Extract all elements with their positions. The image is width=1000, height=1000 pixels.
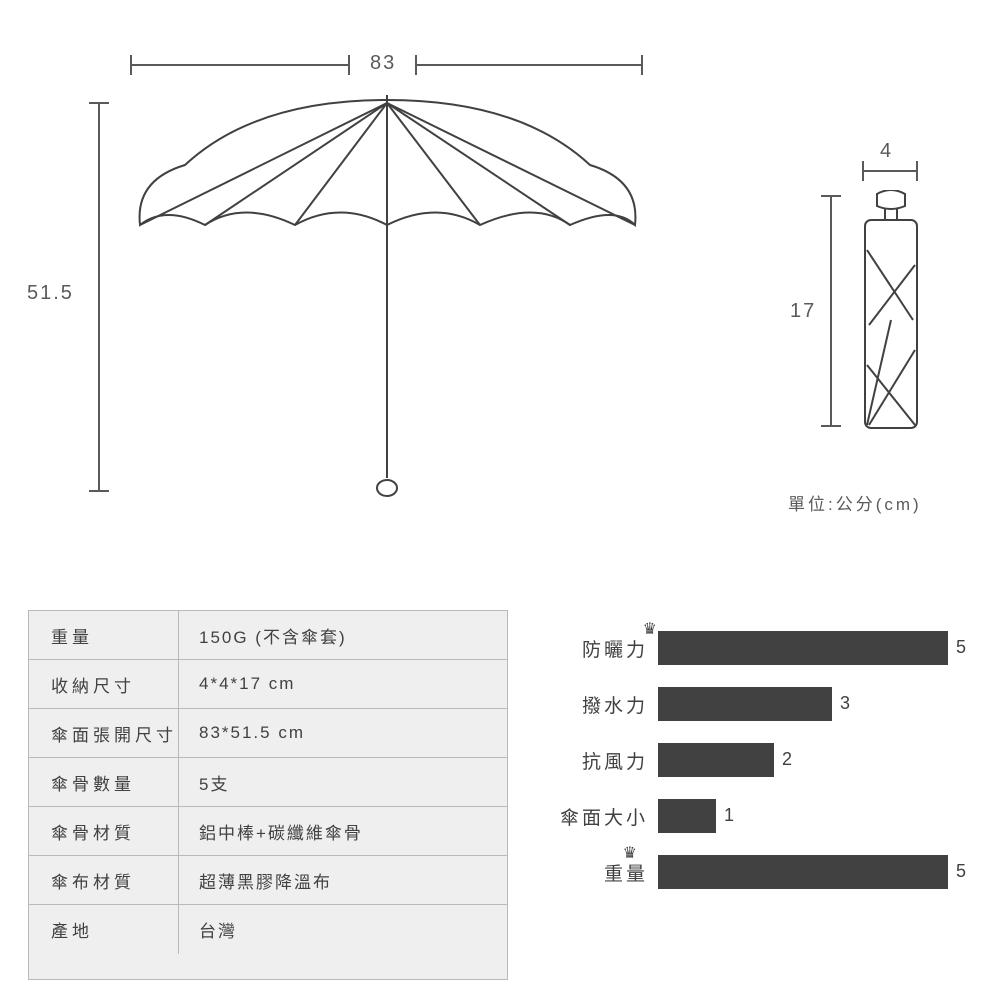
spec-row: 產地台灣	[29, 905, 507, 954]
chart-value: 3	[840, 693, 850, 714]
chart-label: 傘面大小	[548, 803, 658, 830]
dim-line-open-width-right	[415, 64, 643, 66]
chart-bar-wrap: 5	[658, 631, 968, 665]
dim-line-closed-width	[862, 170, 918, 172]
chart-bar-wrap: 1	[658, 799, 968, 833]
spec-row: 傘布材質超薄黑膠降溫布	[29, 856, 507, 905]
spec-key: 重量	[29, 611, 179, 659]
spec-val: 83*51.5 cm	[179, 723, 507, 743]
chart-row: 重量♛ 5	[548, 844, 972, 900]
dim-line-open-width-left	[130, 64, 350, 66]
chart-row: 傘面大小 1	[548, 788, 972, 844]
chart-bar	[658, 743, 774, 777]
spec-key: 傘布材質	[29, 856, 179, 904]
chart-label: 重量♛	[548, 859, 658, 886]
spec-row: 重量150G (不含傘套)	[29, 611, 507, 660]
chart-bar-wrap: 2	[658, 743, 968, 777]
dimension-diagram: 83 51.5 4 17	[30, 40, 970, 560]
chart-bar-wrap: 5	[658, 855, 968, 889]
ratings-chart: 防曬力♛ 5 撥水力 3 抗風力 2 傘面大小 1 重量♛ 5	[548, 610, 972, 980]
spec-val: 5支	[179, 770, 507, 795]
chart-label: 防曬力♛	[548, 635, 658, 662]
spec-key: 傘骨數量	[29, 758, 179, 806]
dim-line-closed-height	[830, 195, 832, 427]
umbrella-closed-illustration	[855, 190, 927, 435]
dim-closed-height: 17	[790, 300, 816, 323]
chart-value: 1	[724, 805, 734, 826]
chart-bar-wrap: 3	[658, 687, 968, 721]
dim-line-open-height	[98, 102, 100, 492]
dim-closed-width: 4	[880, 140, 893, 163]
chart-value: 2	[782, 749, 792, 770]
unit-note: 單位:公分(cm)	[788, 490, 922, 515]
spec-val: 鋁中棒+碳纖維傘骨	[179, 819, 507, 844]
dim-open-width: 83	[370, 52, 396, 75]
spec-val: 150G (不含傘套)	[179, 623, 507, 648]
spec-key: 產地	[29, 905, 179, 954]
chart-value: 5	[956, 637, 966, 658]
chart-row: 抗風力 2	[548, 732, 972, 788]
umbrella-open-illustration	[125, 95, 650, 505]
chart-bar	[658, 799, 716, 833]
spec-row: 收納尺寸4*4*17 cm	[29, 660, 507, 709]
dim-open-height: 51.5	[27, 282, 74, 305]
chart-bar	[658, 687, 832, 721]
spec-key: 傘骨材質	[29, 807, 179, 855]
spec-table: 重量150G (不含傘套) 收納尺寸4*4*17 cm 傘面張開尺寸83*51.…	[28, 610, 508, 980]
info-section: 重量150G (不含傘套) 收納尺寸4*4*17 cm 傘面張開尺寸83*51.…	[0, 610, 1000, 980]
spec-key: 傘面張開尺寸	[29, 709, 179, 757]
chart-bar	[658, 631, 948, 665]
chart-label: 抗風力	[548, 747, 658, 774]
spec-val: 超薄黑膠降溫布	[179, 868, 507, 893]
crown-icon: ♛	[623, 843, 640, 863]
chart-label: 撥水力	[548, 691, 658, 718]
chart-row: 防曬力♛ 5	[548, 620, 972, 676]
spec-row: 傘面張開尺寸83*51.5 cm	[29, 709, 507, 758]
spec-val: 台灣	[179, 917, 507, 942]
spec-row: 傘骨材質鋁中棒+碳纖維傘骨	[29, 807, 507, 856]
spec-key: 收納尺寸	[29, 660, 179, 708]
spec-row: 傘骨數量5支	[29, 758, 507, 807]
chart-row: 撥水力 3	[548, 676, 972, 732]
chart-value: 5	[956, 861, 966, 882]
chart-bar	[658, 855, 948, 889]
spec-val: 4*4*17 cm	[179, 674, 507, 694]
